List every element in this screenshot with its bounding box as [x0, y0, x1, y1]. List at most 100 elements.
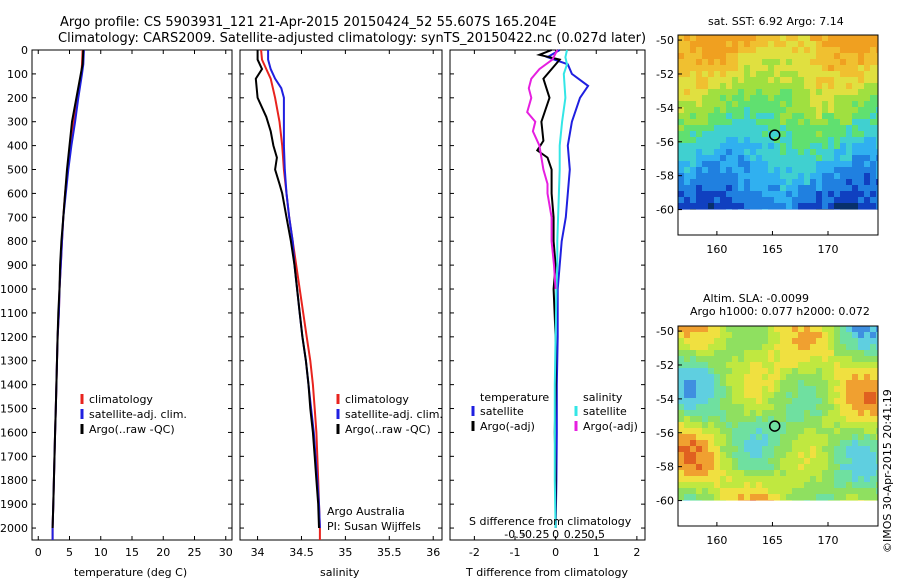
map-cell — [690, 107, 696, 113]
map-cell — [756, 452, 762, 458]
map-cell — [786, 65, 792, 71]
map-cell — [702, 107, 708, 113]
map-cell — [768, 332, 774, 338]
depth-tick-label: 1100 — [0, 307, 28, 320]
map-cell — [690, 173, 696, 179]
map-cell — [732, 167, 738, 173]
map-cell — [714, 344, 720, 350]
map-cell — [870, 119, 876, 125]
map-cell — [714, 71, 720, 77]
map-cell — [732, 95, 738, 101]
map-cell — [768, 113, 774, 119]
map-cell — [810, 89, 816, 95]
map-cell — [852, 107, 858, 113]
map-cell — [828, 101, 834, 107]
map-cell — [840, 428, 846, 434]
map-cell — [828, 494, 834, 500]
map-cell — [720, 386, 726, 392]
map-cell — [840, 101, 846, 107]
map-cell — [708, 35, 714, 41]
map-cell — [828, 89, 834, 95]
map-cell — [684, 167, 690, 173]
map-cell — [720, 173, 726, 179]
map-cell — [858, 131, 864, 137]
map-cell — [726, 47, 732, 53]
map-cell — [732, 410, 738, 416]
map-cell — [750, 119, 756, 125]
map-cell — [810, 125, 816, 131]
map-cell — [822, 416, 828, 422]
map-cell — [714, 173, 720, 179]
map-cell — [858, 428, 864, 434]
map-cell — [798, 404, 804, 410]
map-cell — [768, 89, 774, 95]
map-cell — [876, 161, 878, 167]
map-cell — [714, 131, 720, 137]
map-cell — [804, 434, 810, 440]
map-cell — [738, 167, 744, 173]
map-cell — [738, 482, 744, 488]
map-cell — [798, 47, 804, 53]
map-cell — [678, 338, 684, 344]
map-cell — [762, 125, 768, 131]
map-cell — [852, 458, 858, 464]
map-cell — [816, 209, 822, 210]
map-cell — [870, 155, 876, 161]
map-cell — [762, 47, 768, 53]
map-cell — [708, 203, 714, 209]
map-cell — [780, 458, 786, 464]
map-cell — [846, 428, 852, 434]
depth-tick-label: 400 — [7, 140, 28, 153]
series-line-argo-raw-qc- — [254, 50, 320, 529]
map-cell — [774, 179, 780, 185]
map-cell — [858, 470, 864, 476]
map-cell — [726, 113, 732, 119]
map-cell — [816, 131, 822, 137]
map-cell — [732, 482, 738, 488]
map-cell — [726, 494, 732, 500]
map-cell — [828, 470, 834, 476]
map-cell — [756, 392, 762, 398]
map-cell — [732, 209, 738, 210]
map-cell — [750, 107, 756, 113]
map-cell — [864, 113, 870, 119]
map-cell — [786, 482, 792, 488]
map-cell — [846, 392, 852, 398]
map-cell — [708, 434, 714, 440]
map-cell — [798, 476, 804, 482]
map-cell — [864, 446, 870, 452]
map-cell — [798, 494, 804, 500]
map-cell — [828, 107, 834, 113]
map-cell — [876, 344, 878, 350]
map-cell — [744, 119, 750, 125]
map-cell — [756, 326, 762, 332]
map-cell — [744, 131, 750, 137]
map-cell — [738, 416, 744, 422]
map-cell — [762, 386, 768, 392]
map-cell — [744, 464, 750, 470]
map-cell — [750, 482, 756, 488]
depth-tick-label: 600 — [7, 187, 28, 200]
legend-satellite: satellite-adj. clim. — [89, 408, 187, 421]
map-cell — [792, 374, 798, 380]
map-cell — [726, 89, 732, 95]
map-cell — [810, 404, 816, 410]
map-cell — [744, 89, 750, 95]
map-cell — [822, 338, 828, 344]
map-cell — [864, 77, 870, 83]
map-cell — [828, 77, 834, 83]
map-cell — [678, 422, 684, 428]
map-cell — [786, 332, 792, 338]
map-cell — [798, 41, 804, 47]
map-cell — [750, 113, 756, 119]
map-cell — [852, 155, 858, 161]
map-cell — [774, 35, 780, 41]
map-cell — [792, 380, 798, 386]
map-cell — [876, 83, 878, 89]
map-cell — [798, 125, 804, 131]
map-cell — [810, 380, 816, 386]
map-cell — [828, 35, 834, 41]
map-cell — [864, 470, 870, 476]
map-cell — [876, 398, 878, 404]
map-cell — [816, 500, 822, 501]
